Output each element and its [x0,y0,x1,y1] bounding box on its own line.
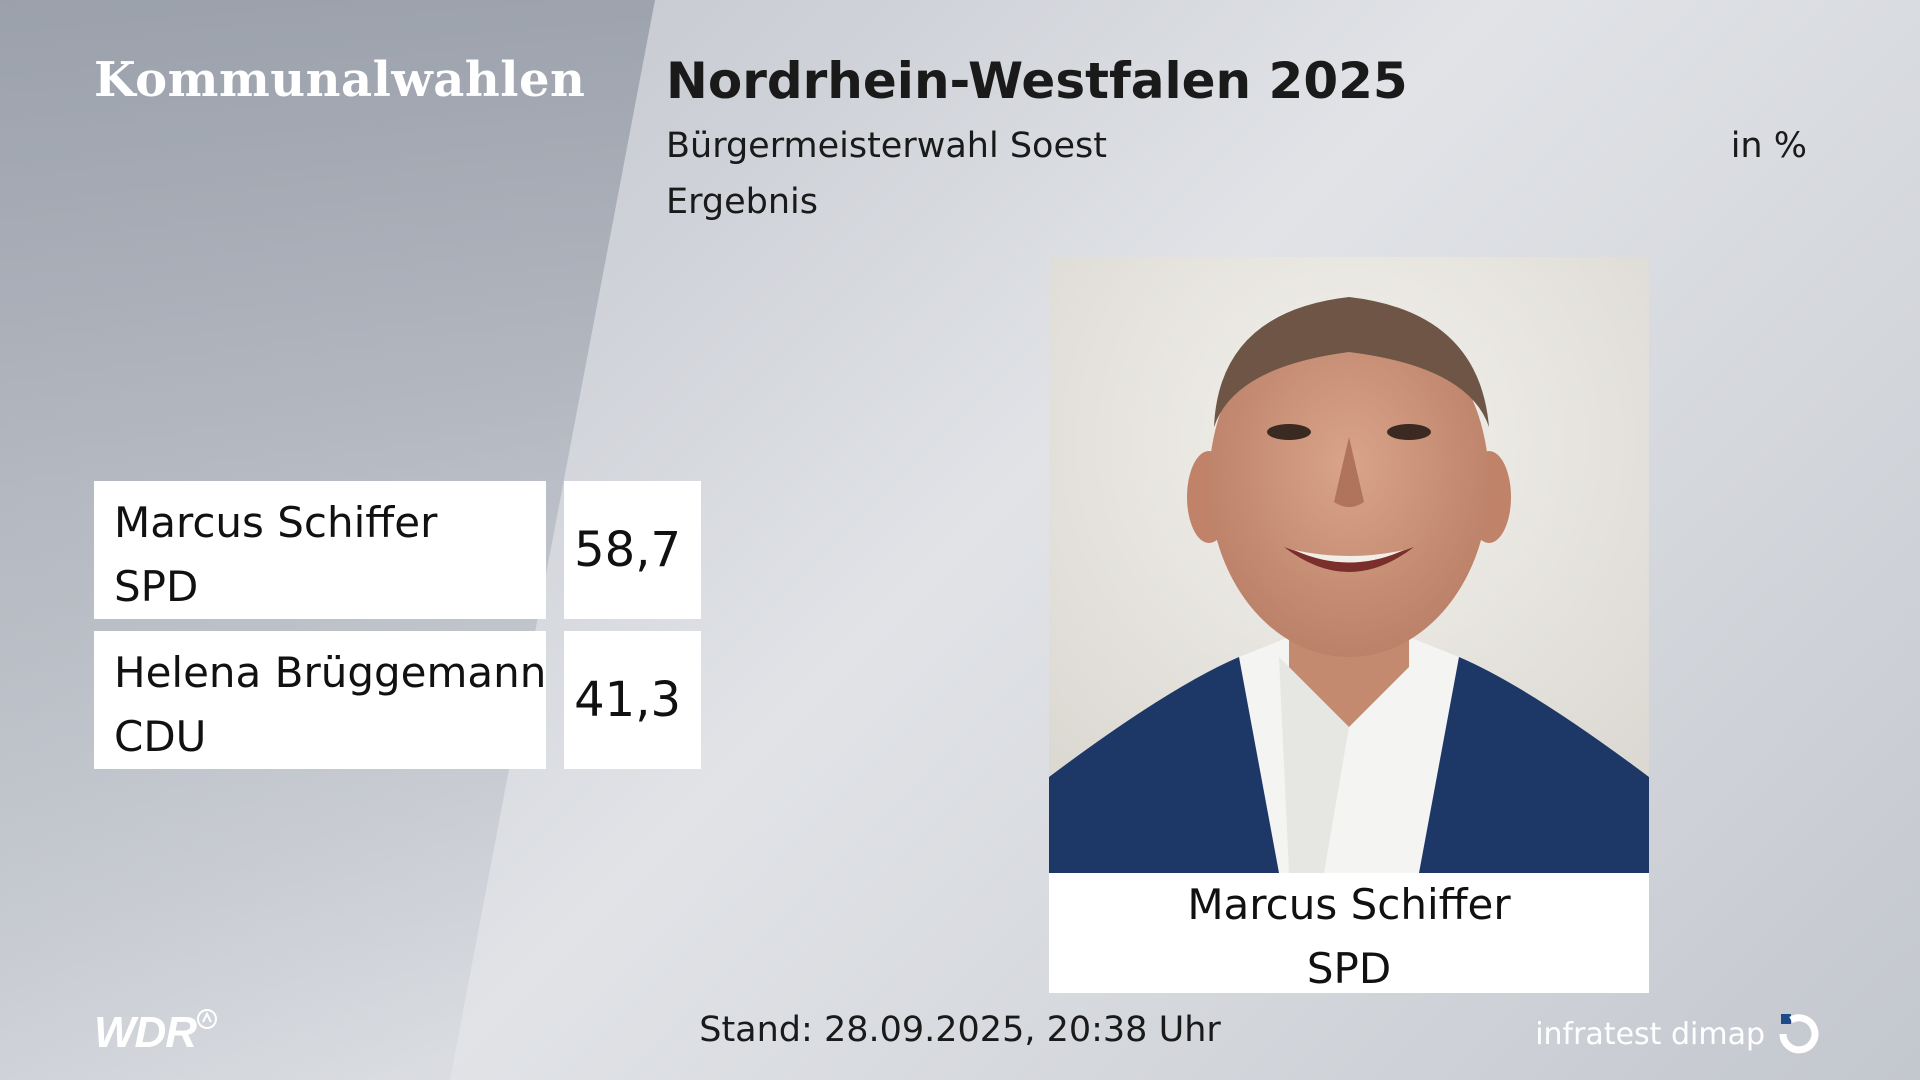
winner-caption: Marcus Schiffer SPD [1049,873,1649,993]
candidate-party: CDU [114,712,207,761]
result-value: 58,7 [564,481,701,619]
infratest-logo-text: infratest dimap [1535,1016,1765,1052]
infratest-logo: infratest dimap [1535,1010,1825,1058]
portrait-illustration [1049,257,1649,873]
program-title: Kommunalwahlen [94,52,586,108]
unit-label: in % [1730,126,1807,166]
candidate-name: Helena Brüggemann [114,648,547,697]
ard-mark-icon [197,1009,218,1029]
page-title: Nordrhein-Westfalen 2025 [666,52,1408,110]
timestamp: Stand: 28.09.2025, 20:38 Uhr [699,1010,1221,1050]
wdr-logo: WDR [94,1008,218,1058]
election-subtitle: Bürgermeisterwahl Soest [666,126,1107,166]
candidate-name: Marcus Schiffer [114,498,438,547]
winner-name: Marcus Schiffer [1187,880,1511,929]
winner-party: SPD [1306,944,1392,993]
wdr-logo-text: WDR [94,1008,197,1057]
result-row-candidate: Helena Brüggemann CDU [94,631,546,769]
candidate-party: SPD [114,562,199,611]
winner-portrait [1049,257,1649,873]
result-value: 41,3 [564,631,701,769]
infratest-mark-icon [1779,1014,1819,1054]
result-row-candidate: Marcus Schiffer SPD [94,481,546,619]
result-label: Ergebnis [666,182,818,222]
